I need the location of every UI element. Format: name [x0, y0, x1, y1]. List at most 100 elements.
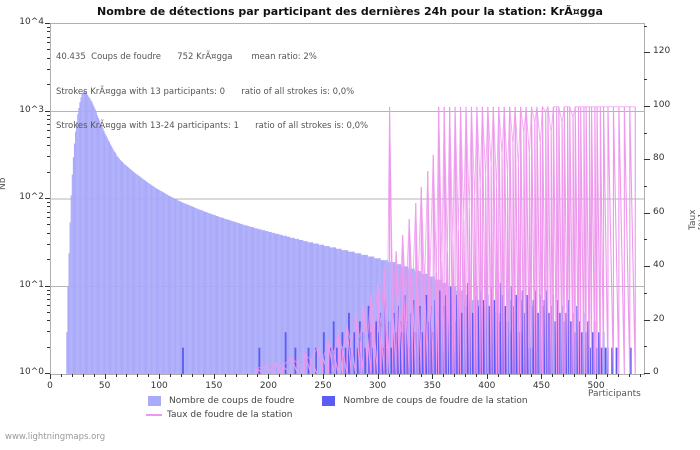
legend-swatch-station-icon	[322, 396, 336, 406]
y-minor-tick-left	[47, 42, 50, 44]
x-tick	[596, 374, 598, 379]
x-minor-tick	[497, 374, 499, 377]
legend: Nombre de coups de foudre Nombre de coup…	[146, 394, 528, 422]
y-minor-tick-left	[47, 232, 50, 234]
y-minor-tick-left	[47, 217, 50, 219]
y-tick-label-left: 10^2	[19, 192, 44, 202]
x-tick-label: 300	[369, 381, 387, 391]
y-tick-label-right: 20	[653, 313, 665, 324]
y-tick-right	[644, 212, 650, 214]
legend-row-1: Nombre de coups de foudre Nombre de coup…	[148, 394, 528, 408]
y-minor-tick-left	[47, 31, 50, 33]
x-minor-tick	[93, 374, 95, 377]
y-tick-label-left: 10^4	[19, 17, 44, 27]
y-minor-tick-left	[47, 156, 50, 158]
x-tick-label: 350	[423, 381, 441, 391]
x-minor-tick	[246, 374, 248, 377]
plot-area	[50, 23, 645, 375]
x-minor-tick	[224, 374, 226, 377]
x-minor-tick	[443, 374, 445, 377]
x-tick	[104, 374, 106, 379]
annotation-block: 40.435 Coups de foudre 752 KrÃ¤gga mean …	[56, 29, 556, 156]
x-minor-tick	[235, 374, 237, 377]
x-minor-tick	[464, 374, 466, 377]
legend-item-rate[interactable]: Taux de foudre de la station	[146, 410, 292, 420]
x-minor-tick	[508, 374, 510, 377]
x-tick-label: 450	[532, 381, 551, 391]
legend-line-rate-icon	[146, 414, 162, 416]
x-minor-tick	[82, 374, 84, 377]
y-tick-left	[45, 198, 50, 199]
x-minor-tick	[126, 374, 128, 377]
x-tick	[213, 374, 215, 379]
y-minor-tick-right	[644, 185, 647, 187]
y-minor-tick-left	[47, 171, 50, 173]
y-tick-label-right: 120	[653, 46, 671, 57]
legend-item-station[interactable]: Nombre de coups de foudre de la station	[322, 396, 528, 406]
y-tick-label-right: 80	[653, 153, 665, 164]
y-minor-tick-left	[47, 289, 50, 291]
y-tick-label-right: 60	[653, 206, 665, 217]
y-minor-tick-left	[47, 206, 50, 208]
x-minor-tick	[410, 374, 412, 377]
y-tick-right	[644, 319, 650, 321]
x-tick	[50, 374, 51, 379]
legend-label-total: Nombre de coups de foudre	[169, 396, 295, 406]
page-title: Nombre de détections par participant des…	[97, 5, 603, 18]
y-tick-right	[644, 159, 650, 161]
x-minor-tick	[257, 374, 259, 377]
x-minor-tick	[333, 374, 335, 377]
y-minor-tick-right	[644, 132, 647, 134]
x-minor-tick	[454, 374, 456, 377]
y-minor-tick-left	[47, 311, 50, 313]
y-minor-tick-left	[47, 136, 50, 138]
y-minor-tick-left	[47, 331, 50, 333]
x-tick	[486, 374, 488, 379]
legend-item-total[interactable]: Nombre de coups de foudre	[148, 396, 294, 406]
y-tick-label-left: 10^3	[19, 104, 44, 115]
y-minor-tick-left	[47, 243, 50, 245]
x-tick-label: 250	[314, 381, 332, 391]
y-tick-label-left: 10^0	[19, 367, 44, 377]
x-tick-label: 0	[47, 381, 53, 391]
y-minor-tick-left	[47, 346, 50, 348]
y-minor-tick-left	[47, 211, 50, 213]
x-minor-tick	[639, 374, 641, 377]
x-minor-tick	[148, 374, 150, 377]
y-minor-tick-right	[644, 79, 647, 81]
y-minor-tick-left	[47, 57, 50, 59]
y-minor-tick-left	[47, 27, 50, 28]
y-minor-tick-left	[47, 145, 50, 147]
x-minor-tick	[519, 374, 521, 377]
y-minor-tick-right	[644, 239, 647, 241]
x-tick	[432, 374, 434, 379]
x-tick-label: 500	[587, 381, 605, 391]
x-minor-tick	[71, 374, 73, 377]
legend-label-rate: Taux de foudre de la station	[167, 410, 293, 420]
x-tick	[541, 374, 543, 379]
y-axis-left-label: Nb	[0, 177, 8, 190]
x-minor-tick	[115, 374, 117, 377]
x-minor-tick	[585, 374, 587, 377]
x-minor-tick	[552, 374, 554, 377]
x-minor-tick	[290, 374, 292, 377]
plot-canvas	[51, 91, 644, 374]
annotation-line-1: 40.435 Coups de foudre 752 KrÃ¤gga mean …	[56, 52, 317, 62]
x-minor-tick	[181, 374, 183, 377]
watermark: www.lightningmaps.org	[5, 432, 106, 442]
legend-row-2: Taux de foudre de la station	[146, 408, 528, 422]
y-tick-right	[644, 105, 650, 107]
x-minor-tick	[60, 374, 62, 377]
x-minor-tick	[421, 374, 423, 377]
x-minor-tick	[355, 374, 357, 377]
y-minor-tick-left	[47, 304, 50, 306]
y-minor-tick-right	[644, 25, 647, 27]
y-axis-right-label: Taux [%]	[688, 209, 700, 230]
y-minor-tick-left	[47, 259, 50, 261]
x-minor-tick	[574, 374, 576, 377]
x-minor-tick	[279, 374, 281, 377]
x-minor-tick	[301, 374, 303, 377]
x-minor-tick	[366, 374, 368, 377]
y-tick-right	[644, 52, 650, 54]
annotation-line-3: Strokes KrÃ¤gga with 13-24 participants:…	[56, 121, 369, 131]
